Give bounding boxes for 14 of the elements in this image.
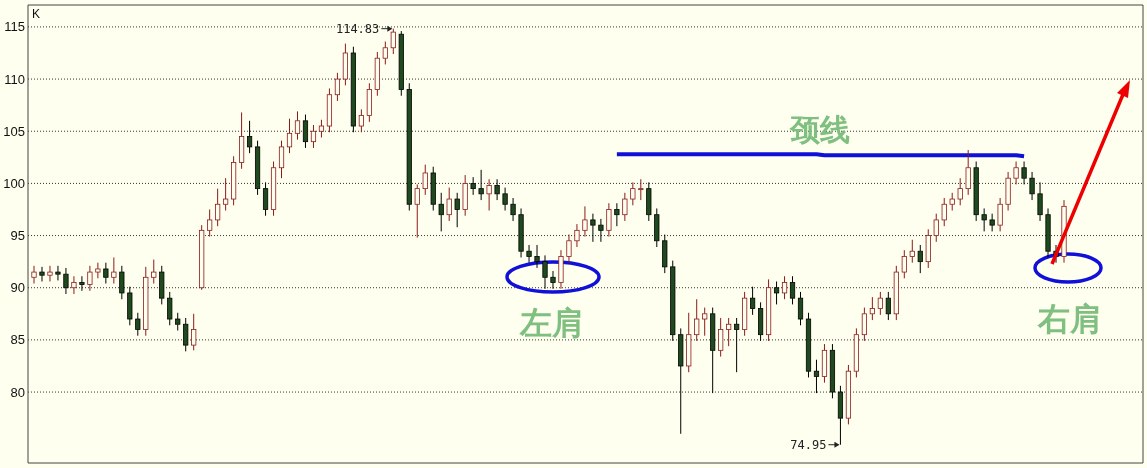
series-label: 颈线 xyxy=(788,112,851,148)
y-tick-label: 100 xyxy=(3,175,25,191)
y-axis-title: K xyxy=(32,7,41,21)
y-tick-label: 90 xyxy=(10,280,25,296)
y-tick-label: 80 xyxy=(10,384,25,400)
y-tick-label: 110 xyxy=(4,71,25,87)
annotation: 114.83 xyxy=(335,21,380,36)
y-tick-label: 85 xyxy=(10,332,25,348)
y-tick-label: 105 xyxy=(3,123,25,139)
y-tick-label: 115 xyxy=(4,19,25,35)
y-tick-label: 95 xyxy=(10,228,25,244)
annotation: 74.95 xyxy=(790,437,827,452)
annotation: 右肩 xyxy=(1037,300,1102,338)
annotation: 左肩 xyxy=(519,304,584,342)
